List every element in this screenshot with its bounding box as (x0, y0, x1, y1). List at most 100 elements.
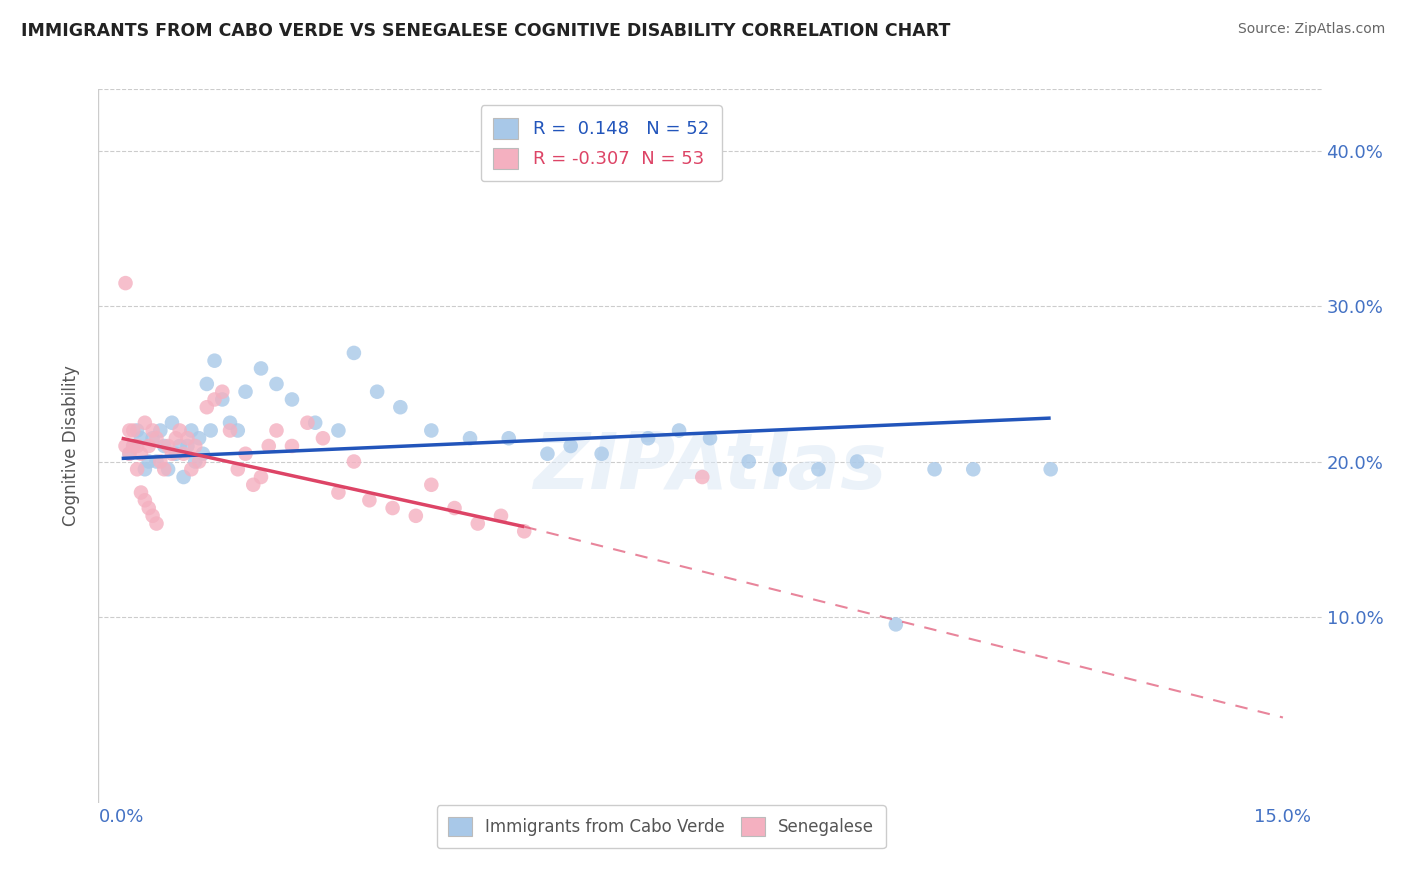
Point (235, 384, 257, 399)
Point (281, 439, 304, 453)
Point (343, 454, 366, 468)
Text: IMMIGRANTS FROM CABO VERDE VS SENEGALESE COGNITIVE DISABILITY CORRELATION CHART: IMMIGRANTS FROM CABO VERDE VS SENEGALESE… (21, 22, 950, 40)
Point (204, 392, 226, 407)
Point (420, 424, 443, 438)
Point (184, 439, 207, 453)
Point (127, 424, 149, 438)
Point (807, 462, 830, 476)
Point (846, 454, 869, 468)
Point (359, 493, 381, 508)
Point (145, 516, 167, 531)
Point (153, 439, 176, 453)
Point (211, 392, 233, 407)
Point (129, 447, 152, 461)
Point (160, 447, 183, 461)
Point (153, 462, 176, 476)
Point (127, 462, 149, 476)
Point (389, 401, 412, 415)
Point (169, 424, 191, 438)
Point (180, 424, 202, 438)
Point (145, 454, 167, 468)
Point (1039, 462, 1062, 476)
Point (157, 439, 180, 453)
Point (180, 462, 202, 476)
Point (188, 431, 211, 445)
Point (405, 508, 427, 523)
Point (242, 477, 264, 491)
Point (184, 454, 207, 468)
Legend: Immigrants from Cabo Verde, Senegalese: Immigrants from Cabo Verde, Senegalese (436, 805, 886, 848)
Point (257, 439, 280, 453)
Point (328, 424, 350, 438)
Point (443, 501, 465, 516)
Point (420, 477, 443, 491)
Point (962, 462, 984, 476)
Point (173, 447, 195, 461)
Point (312, 431, 335, 445)
Point (176, 439, 198, 453)
Point (200, 424, 222, 438)
Point (149, 424, 172, 438)
Point (328, 485, 350, 500)
Point (266, 376, 288, 391)
Point (884, 617, 907, 632)
Point (169, 439, 191, 453)
Point (134, 416, 156, 430)
Point (304, 416, 326, 430)
Point (219, 424, 242, 438)
Point (195, 376, 218, 391)
Point (235, 447, 257, 461)
Point (924, 462, 946, 476)
Point (489, 508, 512, 523)
Point (127, 439, 149, 453)
Point (134, 493, 156, 508)
Point (122, 439, 145, 453)
Point (173, 470, 195, 484)
Point (165, 447, 187, 461)
Point (138, 439, 160, 453)
Point (129, 431, 152, 445)
Point (536, 447, 558, 461)
Point (188, 454, 211, 468)
Point (699, 431, 721, 445)
Point (114, 439, 136, 453)
Point (118, 424, 141, 438)
Point (122, 439, 145, 453)
Point (591, 447, 613, 461)
Point (226, 462, 249, 476)
Text: ZIPAtlas: ZIPAtlas (533, 429, 887, 506)
Point (266, 424, 288, 438)
Point (195, 401, 218, 415)
Point (297, 416, 319, 430)
Point (250, 470, 273, 484)
Point (134, 462, 156, 476)
Point (226, 424, 249, 438)
Point (142, 431, 165, 445)
Point (160, 416, 183, 430)
Point (211, 384, 233, 399)
Point (138, 454, 160, 468)
Point (165, 431, 187, 445)
Point (366, 384, 388, 399)
Point (149, 454, 172, 468)
Point (668, 424, 690, 438)
Point (118, 447, 141, 461)
Point (145, 431, 167, 445)
Point (114, 276, 136, 290)
Point (138, 501, 160, 516)
Point (118, 447, 141, 461)
Point (738, 454, 761, 468)
Point (513, 524, 536, 539)
Point (219, 416, 242, 430)
Point (637, 431, 659, 445)
Y-axis label: Cognitive Disability: Cognitive Disability (62, 366, 80, 526)
Point (690, 470, 713, 484)
Point (343, 346, 366, 360)
Point (204, 353, 226, 368)
Point (142, 424, 165, 438)
Point (191, 447, 214, 461)
Point (458, 431, 481, 445)
Point (498, 431, 520, 445)
Point (381, 501, 404, 516)
Text: Source: ZipAtlas.com: Source: ZipAtlas.com (1237, 22, 1385, 37)
